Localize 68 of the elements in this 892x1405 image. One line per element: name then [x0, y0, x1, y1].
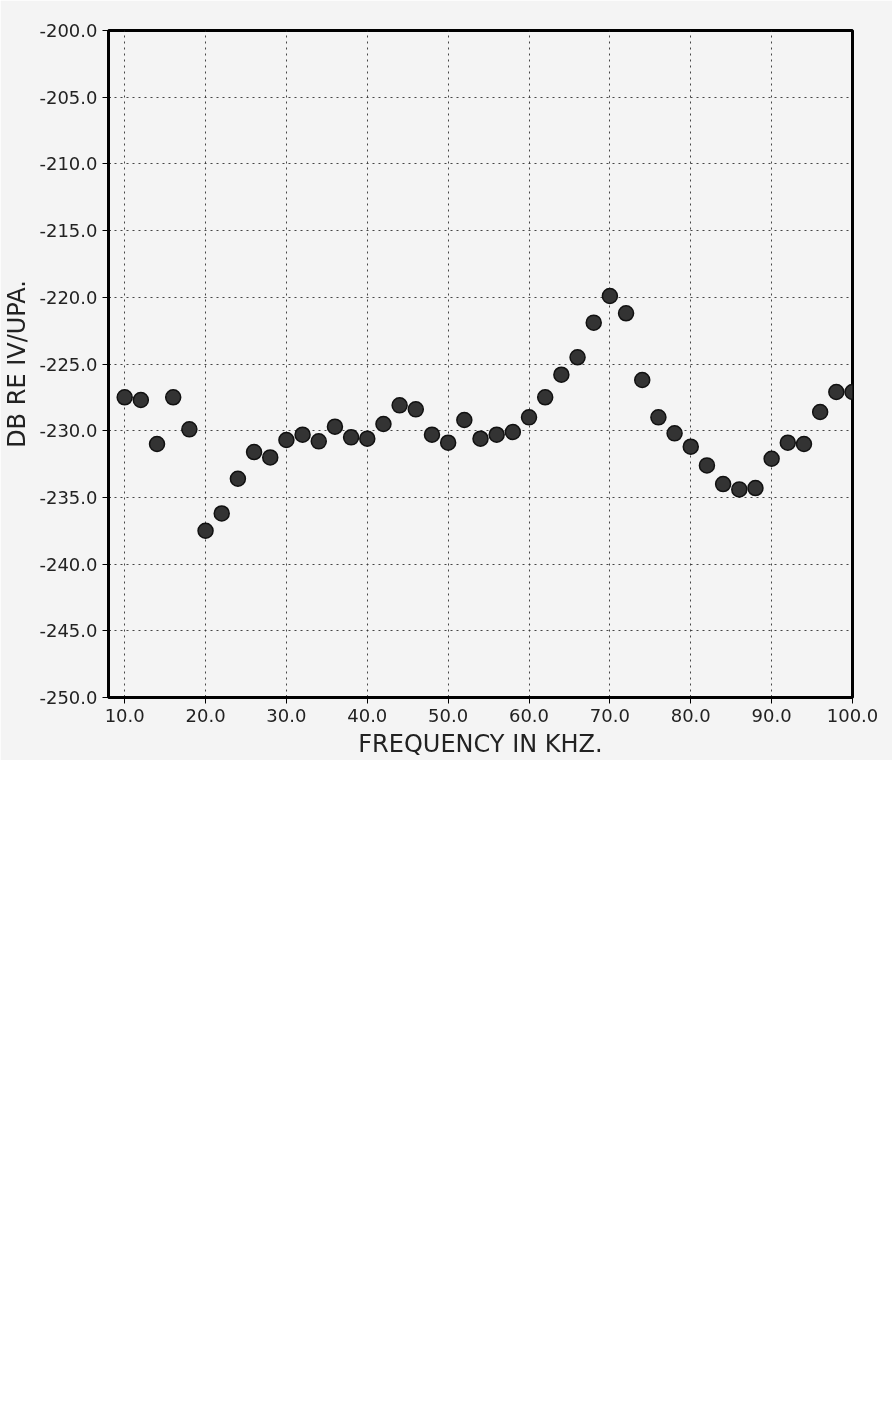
- x-tick-label: 100.0: [826, 704, 879, 726]
- y-tick-label: -230.0: [39, 420, 98, 442]
- point: [375, 415, 392, 433]
- point: [472, 430, 489, 447]
- x-axis-title: FREQUENCY IN KHZ.: [358, 729, 603, 758]
- y-tick-label: -225.0: [39, 353, 98, 375]
- point: [520, 409, 538, 426]
- point: [714, 475, 732, 493]
- point: [213, 505, 230, 522]
- point: [828, 383, 845, 401]
- x-tick-label: 30.0: [266, 704, 307, 726]
- point: [536, 389, 554, 406]
- x-tick-label: 90.0: [751, 704, 792, 726]
- point: [261, 449, 279, 466]
- point: [601, 287, 619, 305]
- point: [504, 423, 522, 441]
- point: [391, 397, 408, 414]
- point: [633, 371, 651, 389]
- x-tick-label: 10.0: [104, 704, 145, 726]
- point: [763, 450, 780, 467]
- point: [569, 349, 586, 366]
- point: [617, 305, 635, 322]
- point: [811, 403, 829, 421]
- point: [666, 425, 683, 442]
- point: [342, 429, 360, 446]
- point: [132, 391, 150, 409]
- point: [423, 426, 441, 443]
- point: [148, 435, 166, 453]
- x-tick-label: 70.0: [589, 704, 630, 726]
- point: [164, 389, 182, 406]
- y-tick-label: -240.0: [39, 553, 98, 575]
- point: [326, 418, 344, 435]
- point: [795, 435, 813, 453]
- x-tick-label: 60.0: [508, 704, 550, 726]
- point: [197, 522, 214, 539]
- point: [779, 434, 797, 451]
- point: [731, 481, 748, 498]
- x-tick-label: 40.0: [347, 704, 388, 726]
- point: [747, 479, 764, 497]
- point: [439, 434, 457, 451]
- point: [553, 366, 570, 383]
- point: [488, 426, 505, 443]
- point: [294, 426, 311, 443]
- y-tick-label: -200.0: [39, 20, 98, 41]
- point: [181, 421, 198, 438]
- point: [359, 430, 376, 447]
- point: [682, 438, 700, 455]
- x-tick-label: 50.0: [428, 704, 469, 726]
- x-tick-label: 80.0: [670, 704, 711, 726]
- y-axis-title: DB RE IV/UPA.: [3, 280, 32, 448]
- point: [407, 401, 425, 418]
- point: [310, 433, 328, 450]
- point: [278, 431, 295, 449]
- point: [456, 411, 473, 429]
- y-tick-label: -210.0: [39, 153, 98, 175]
- y-tick-label: -245.0: [39, 620, 98, 642]
- point: [116, 389, 133, 406]
- y-tick-label: -235.0: [39, 486, 98, 508]
- point: [698, 457, 716, 474]
- point: [650, 409, 667, 426]
- x-tick-label: 20.0: [185, 704, 226, 726]
- y-tick-label: -250.0: [39, 687, 98, 708]
- point: [229, 470, 247, 487]
- point: [585, 314, 602, 331]
- point: [245, 443, 263, 461]
- y-tick-label: -220.0: [39, 286, 98, 308]
- y-tick-label: -215.0: [39, 220, 98, 242]
- y-tick-label: -205.0: [39, 86, 98, 108]
